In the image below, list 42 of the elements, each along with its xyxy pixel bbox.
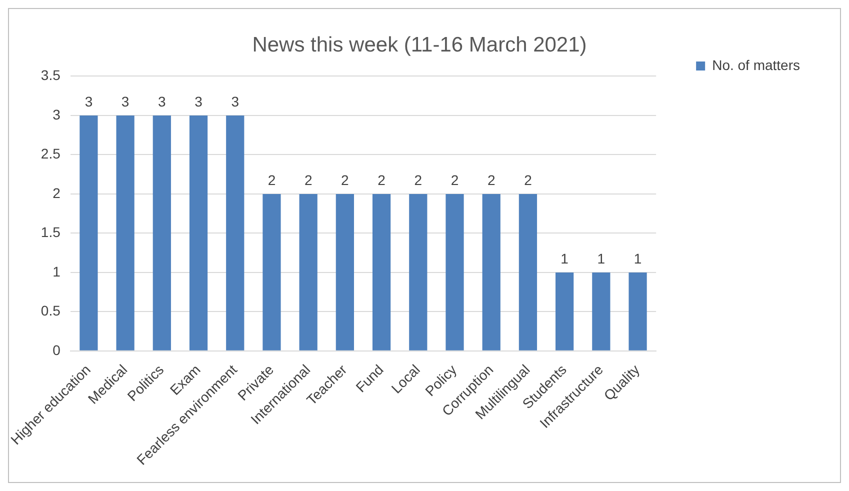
y-tick-label: 0 bbox=[52, 342, 61, 358]
data-label: 2 bbox=[304, 172, 312, 188]
y-tick-label: 0.5 bbox=[40, 302, 61, 319]
bar bbox=[336, 194, 354, 350]
bar bbox=[80, 115, 98, 350]
data-label: 2 bbox=[268, 172, 276, 188]
data-label: 2 bbox=[450, 172, 459, 188]
y-tick-label: 2 bbox=[52, 184, 61, 201]
data-label: 3 bbox=[194, 93, 203, 110]
data-label: 3 bbox=[158, 93, 166, 110]
data-label: 1 bbox=[634, 250, 642, 266]
data-label: 2 bbox=[414, 172, 422, 188]
bar bbox=[409, 194, 428, 350]
bar bbox=[116, 115, 134, 350]
data-label: 3 bbox=[121, 93, 130, 110]
bar bbox=[152, 115, 171, 350]
data-label: 2 bbox=[524, 172, 532, 188]
y-tick-label: 1.5 bbox=[40, 224, 61, 240]
data-label: 1 bbox=[597, 250, 606, 266]
data-label: 2 bbox=[378, 172, 386, 188]
y-tick-label: 3 bbox=[52, 106, 61, 122]
bar bbox=[189, 115, 208, 350]
chart-title: News this week (11-16 March 2021) bbox=[252, 33, 587, 56]
bar bbox=[482, 194, 500, 350]
data-label: 2 bbox=[341, 172, 350, 188]
bar bbox=[556, 272, 574, 350]
bar bbox=[226, 115, 244, 350]
bar bbox=[518, 194, 538, 350]
bar bbox=[592, 272, 610, 350]
data-label: 1 bbox=[560, 250, 569, 266]
y-tick-label: 2.5 bbox=[40, 146, 61, 162]
bar bbox=[262, 194, 281, 350]
bar bbox=[446, 194, 464, 350]
bar bbox=[372, 194, 391, 350]
bar bbox=[628, 272, 647, 350]
data-label: 3 bbox=[84, 93, 93, 110]
y-tick-label: 1 bbox=[52, 263, 61, 280]
data-label: 2 bbox=[487, 172, 496, 188]
y-tick-label: 3.5 bbox=[40, 67, 61, 84]
legend-label: No. of matters bbox=[712, 56, 800, 73]
bar bbox=[299, 194, 318, 350]
data-label: 3 bbox=[231, 93, 240, 110]
